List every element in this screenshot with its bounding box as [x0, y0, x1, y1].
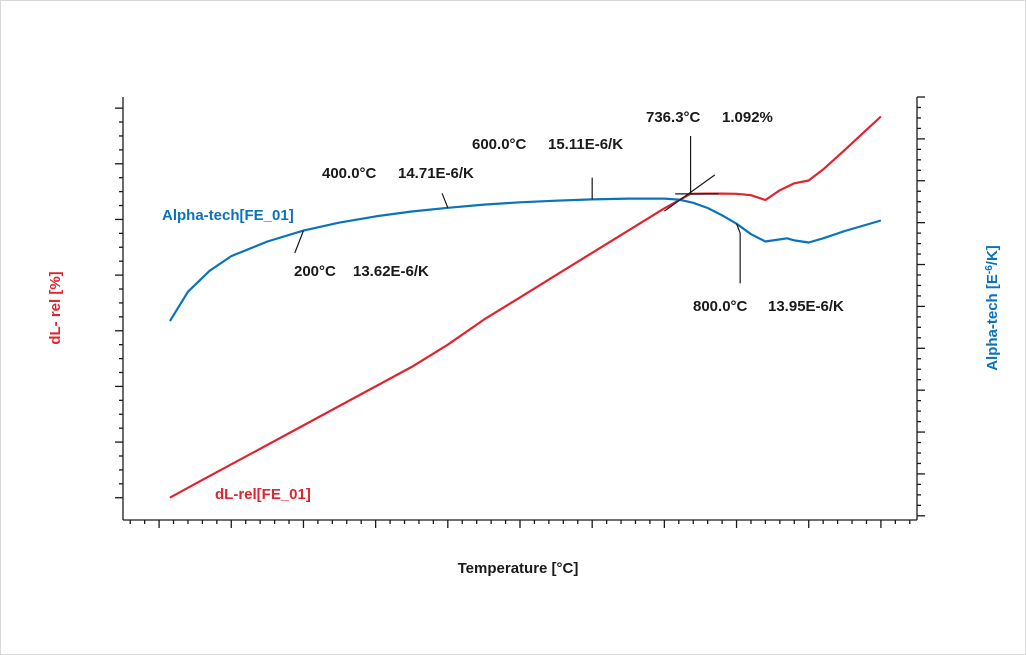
series-label-alpha-tech: Alpha-tech[FE_01]: [162, 207, 294, 224]
y-axis-right-title: Alpha-tech [E-6/K]: [984, 245, 1002, 371]
leader-736-tangent: [664, 174, 716, 212]
leader-200: [294, 230, 305, 254]
annotation-600: 600.0°C 15.11E-6/K: [472, 136, 623, 153]
series-line-alpha-tech: [168, 197, 882, 322]
annotation-400-temp: 400.0°C: [322, 165, 377, 182]
axes: [115, 96, 925, 528]
annotation-layer: [294, 135, 741, 284]
series-label-dl-rel: dL-rel[FE_01]: [215, 486, 311, 503]
series-line-dl-rel: [169, 115, 882, 499]
annotation-400: 400.0°C 14.71E-6/K: [322, 165, 474, 182]
y-axis-right-title-tail: /K]: [984, 245, 1001, 265]
annotation-736-temp: 736.3°C: [646, 109, 701, 126]
annotation-800-value: 13.95E-6/K: [768, 298, 844, 315]
y-axis-right-title-sup: -6: [984, 265, 995, 274]
annotation-736: 736.3°C 1.092%: [646, 109, 773, 126]
annotation-800: 800.0°C 13.95E-6/K: [693, 298, 844, 315]
annotation-400-value: 14.71E-6/K: [398, 165, 474, 182]
leader-400: [441, 193, 449, 208]
y-axis-left-title: dL- rel [%]: [47, 271, 64, 344]
annotation-736-value: 1.092%: [722, 109, 773, 126]
annotation-200-value: 13.62E-6/K: [353, 263, 429, 280]
y-axis-right-title-main: Alpha-tech [E: [984, 274, 1001, 371]
annotation-800-temp: 800.0°C: [693, 298, 748, 315]
annotation-200: 200°C 13.62E-6/K: [294, 263, 429, 280]
leader-800: [735, 223, 741, 284]
annotation-200-temp: 200°C: [294, 263, 336, 280]
x-axis-title: Temperature [°C]: [458, 560, 579, 577]
annotation-600-temp: 600.0°C: [472, 136, 527, 153]
annotation-600-value: 15.11E-6/K: [548, 136, 623, 153]
series-layer: [168, 115, 882, 499]
